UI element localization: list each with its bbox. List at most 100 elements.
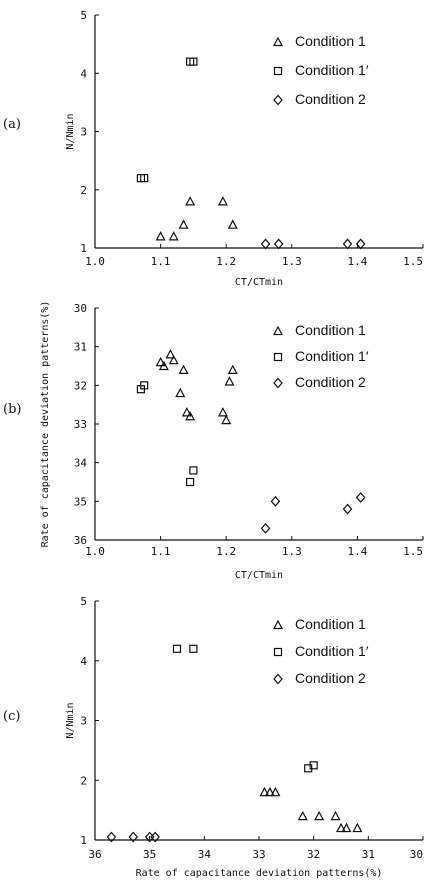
x-axis-label: CT/CTmin xyxy=(235,570,283,581)
x-tick-label: 33 xyxy=(252,848,265,861)
data-point-triangle xyxy=(168,354,179,365)
y-tick-label: 31 xyxy=(74,341,87,354)
data-point-square xyxy=(140,174,149,183)
data-point-triangle xyxy=(185,196,196,206)
data-point-diamond xyxy=(128,831,139,843)
x-tick-label: 1.5 xyxy=(403,545,423,558)
x-tick-label: 32 xyxy=(307,848,320,861)
x-tick-label: 1.4 xyxy=(347,255,367,268)
legend-label: Condition 1 xyxy=(295,616,366,632)
legend-label: Condition 1′ xyxy=(295,348,369,364)
data-point-triangle xyxy=(165,349,176,359)
y-tick-label: 5 xyxy=(80,9,87,22)
panel-label: (a) xyxy=(3,117,21,132)
legend-marker-square xyxy=(273,647,283,657)
legend-label: Condition 1′ xyxy=(295,643,369,659)
data-point-triangle xyxy=(181,407,192,417)
x-tick-label: 30 xyxy=(410,848,423,861)
data-point-square xyxy=(189,466,198,475)
data-point-triangle xyxy=(227,219,238,229)
x-tick-label: 1.0 xyxy=(85,545,105,558)
legend-marker-diamond xyxy=(273,673,283,685)
legend-marker-triangle xyxy=(273,619,283,630)
data-point-triangle xyxy=(178,364,189,374)
x-tick-label: 1.0 xyxy=(85,255,105,268)
x-tick-label: 35 xyxy=(143,848,156,861)
x-tick-label: 1.3 xyxy=(282,545,302,558)
y-axis-label: Rate of capacitance deviation patterns(%… xyxy=(40,301,51,548)
legend-marker-diamond xyxy=(273,377,283,389)
x-tick-label: 1.3 xyxy=(282,255,302,268)
chart-panel-2: 1.0 1.1 1.2 1.3 1.4 1.5 30 31 32 33 34 35 36 CT/CTmin… xyxy=(3,301,424,581)
data-point-diamond xyxy=(342,238,353,250)
data-point-diamond xyxy=(150,831,160,843)
data-point-diamond xyxy=(273,238,284,250)
legend-marker-square xyxy=(273,352,283,362)
y-tick-label: 35 xyxy=(74,495,87,508)
data-point-triangle xyxy=(330,810,341,821)
data-point-triangle xyxy=(158,360,169,371)
legend-label: Condition 2 xyxy=(295,374,366,390)
legend-label: Condition 1 xyxy=(295,322,366,338)
y-tick-label: 1 xyxy=(80,834,87,847)
x-tick-label: 1.4 xyxy=(347,545,367,558)
y-tick-label: 33 xyxy=(74,418,87,431)
chart-panel-1: 1.0 1.1 1.2 1.3 1.4 1.5 1 2 3 4 5 CT/CTmin N/Nmin (a)… xyxy=(3,9,424,288)
y-tick-label: 4 xyxy=(80,67,87,80)
data-point-triangle xyxy=(352,822,363,833)
data-point-triangle xyxy=(297,810,308,821)
y-tick-label: 3 xyxy=(80,715,87,728)
data-point-triangle xyxy=(336,822,346,833)
y-tick-label: 2 xyxy=(80,774,87,787)
data-point-triangle xyxy=(185,410,196,421)
x-tick-label: 1.2 xyxy=(216,545,236,558)
legend-marker-triangle xyxy=(273,36,283,47)
data-point-triangle xyxy=(217,196,228,206)
data-point-square xyxy=(189,644,198,653)
y-tick-label: 30 xyxy=(74,302,87,315)
data-point-triangle xyxy=(227,364,238,374)
x-axis-label: CT/CTmin xyxy=(235,277,283,288)
data-point-triangle xyxy=(175,387,186,398)
data-point-square xyxy=(189,57,198,66)
y-axis-label: N/Nmin xyxy=(65,702,76,738)
y-tick-label: 34 xyxy=(74,457,88,470)
panel-label: (b) xyxy=(3,402,21,417)
legend-marker-square xyxy=(273,66,283,76)
data-point-triangle xyxy=(178,219,189,229)
x-tick-label: 1.2 xyxy=(216,255,236,268)
data-point-diamond xyxy=(260,238,271,250)
legend-label: Condition 2 xyxy=(295,91,366,107)
data-point-triangle xyxy=(155,231,166,241)
legend-label: Condition 1 xyxy=(295,33,366,49)
y-tick-label: 2 xyxy=(80,184,87,197)
data-point-triangle xyxy=(168,231,179,241)
data-point-diamond xyxy=(260,522,271,534)
data-point-triangle xyxy=(270,786,281,797)
data-point-diamond xyxy=(342,503,353,515)
x-axis-label: Rate of capacitance deviation patterns(%… xyxy=(136,868,383,879)
data-point-diamond xyxy=(355,238,366,250)
y-tick-label: 36 xyxy=(74,534,87,547)
data-point-diamond xyxy=(106,831,117,843)
x-tick-label: 34 xyxy=(198,848,212,861)
data-point-square xyxy=(186,477,195,487)
panel-label: (c) xyxy=(3,709,20,724)
x-tick-label: 1.5 xyxy=(403,255,423,268)
legend-marker-diamond xyxy=(273,94,283,106)
y-tick-label: 32 xyxy=(74,379,87,392)
data-point-triangle xyxy=(314,810,325,821)
data-point-triangle xyxy=(224,376,235,386)
data-point-square xyxy=(172,644,182,653)
y-tick-label: 3 xyxy=(80,126,87,139)
data-point-diamond xyxy=(355,492,366,503)
legend-marker-triangle xyxy=(273,325,283,336)
x-tick-label: 1.1 xyxy=(151,255,171,268)
y-tick-label: 1 xyxy=(80,242,87,255)
data-point-triangle xyxy=(259,786,270,797)
y-tick-label: 4 xyxy=(80,655,87,668)
legend-label: Condition 1′ xyxy=(295,62,369,78)
data-point-square xyxy=(140,381,149,390)
